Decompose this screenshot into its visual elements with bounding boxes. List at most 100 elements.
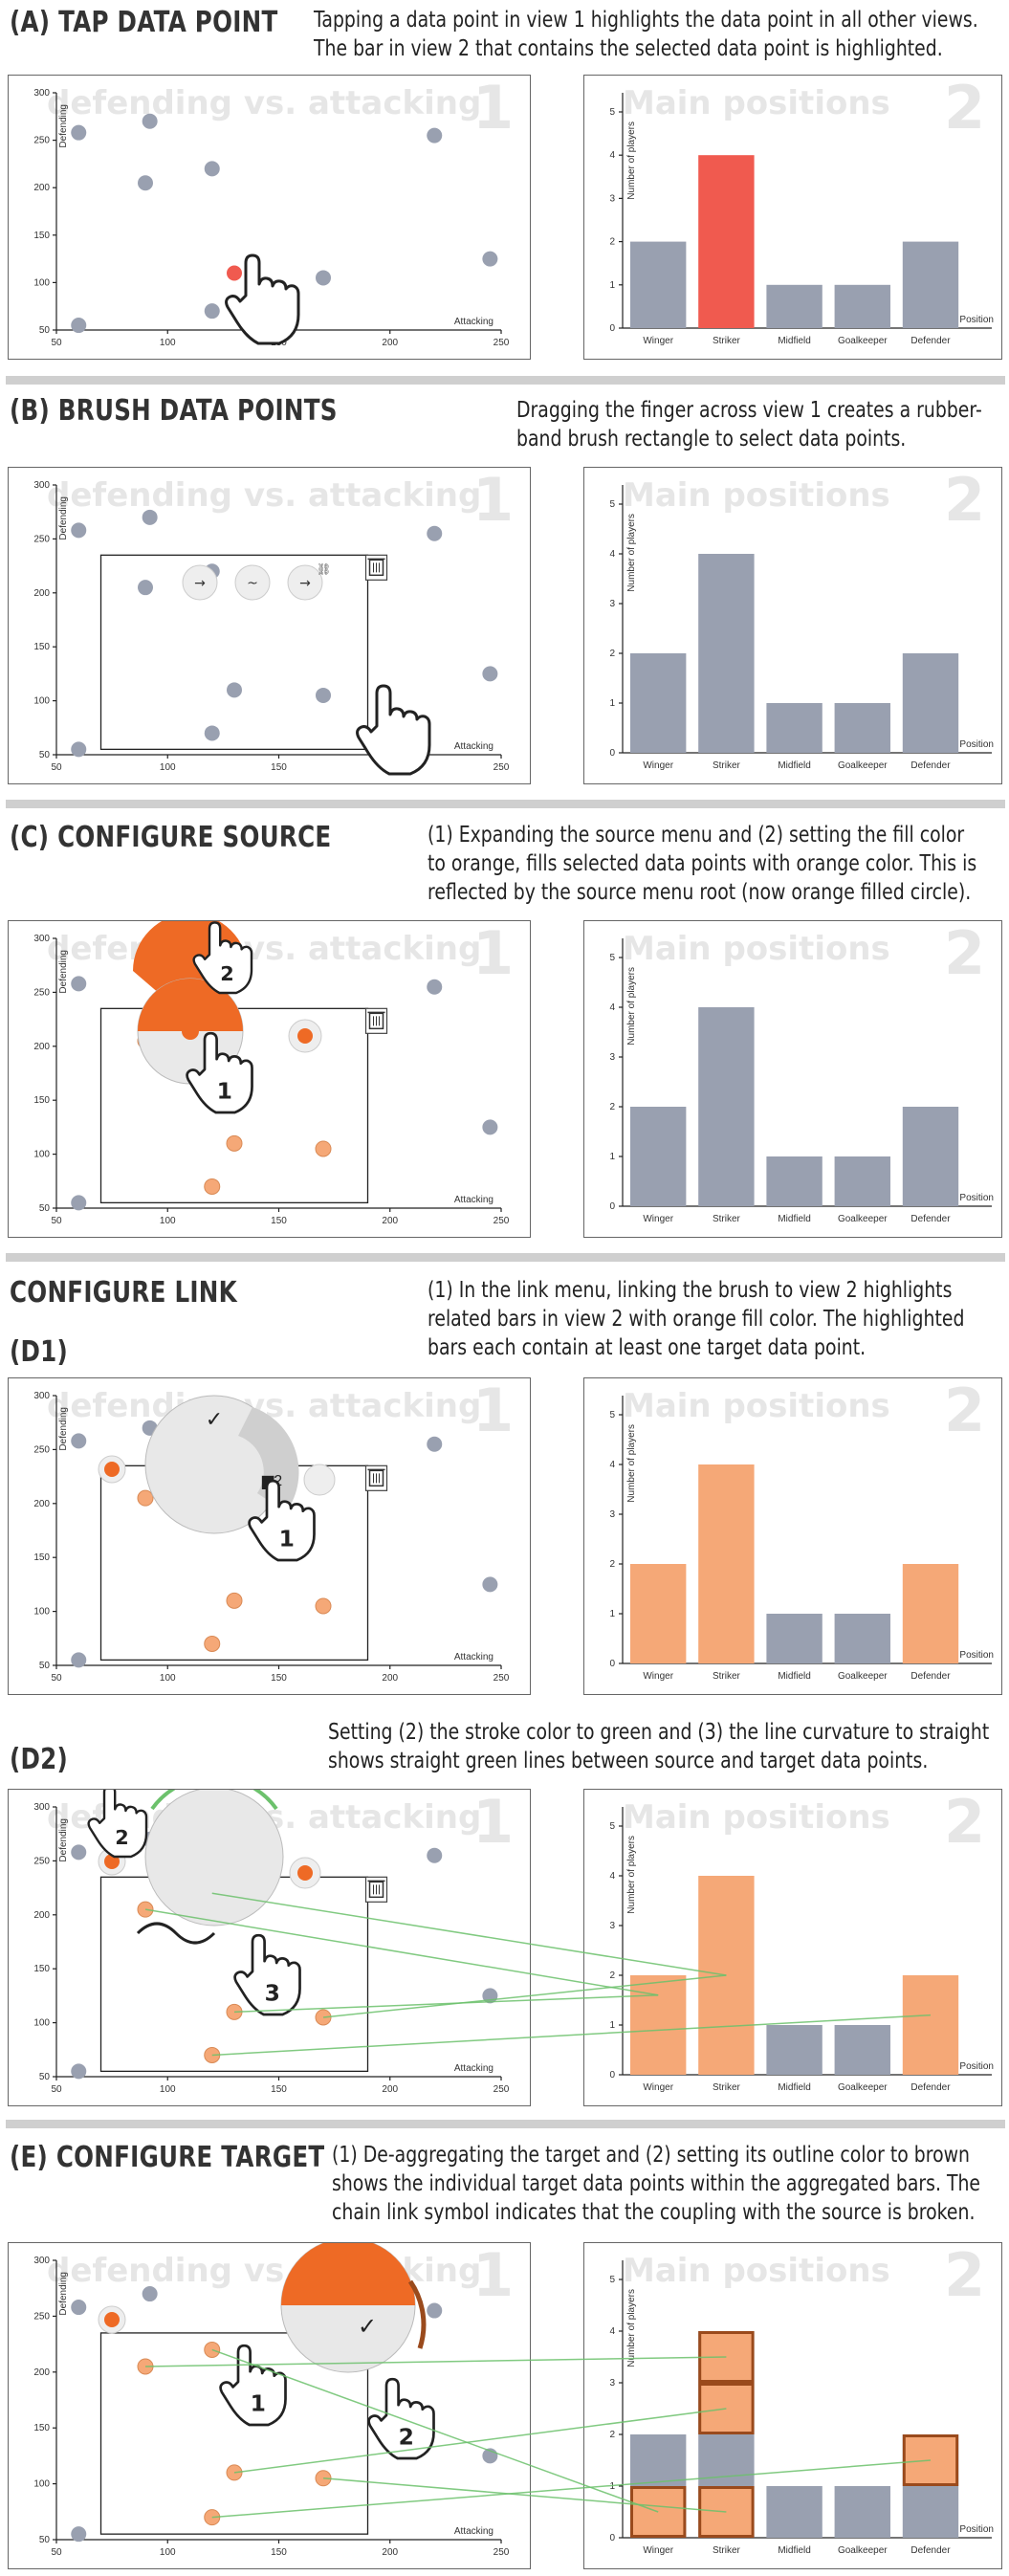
target-menu-top-sector xyxy=(281,2243,415,2305)
outline-color-ring xyxy=(407,2279,427,2349)
y-tick-label: 300 xyxy=(33,1802,50,1813)
x-axis-label: Attacking xyxy=(454,2526,494,2537)
y-tick-label: 5 xyxy=(609,499,615,510)
view1-panel[interactable]: defending vs. attacking15010015020025050… xyxy=(8,1789,531,2106)
data-point xyxy=(71,2526,87,2543)
link-menu xyxy=(234,564,271,601)
data-point xyxy=(316,687,331,703)
hand-pointer-icon: 1 xyxy=(219,2344,287,2427)
bar-defender xyxy=(902,1975,959,2075)
x-tick-label: Striker xyxy=(713,1214,741,1224)
y-tick-label: 250 xyxy=(33,987,50,998)
x-tick-label: Midfield xyxy=(778,1214,810,1224)
target-menu-glyph: → xyxy=(299,576,311,591)
y-tick-label: 250 xyxy=(33,534,50,544)
x-axis-label: Position xyxy=(959,1193,994,1203)
section-a-desc-line2: The bar in view 2 that contains the sele… xyxy=(314,36,943,61)
data-point xyxy=(427,525,443,541)
view2-panel[interactable]: Main positions 2 0 1 2 3 4 5 Number of players Po… xyxy=(583,1789,1002,2106)
target-data-point-box xyxy=(698,2486,755,2538)
x-tick-label: Defender xyxy=(910,1671,951,1682)
section-d-desc-line1: (1) In the link menu, linking the brush … xyxy=(428,1278,953,1303)
source-menu-glyph: → xyxy=(194,576,206,591)
data-point xyxy=(204,161,220,177)
y-tick-label: 4 xyxy=(609,2326,615,2337)
data-point xyxy=(142,113,158,129)
check-icon: ✓ xyxy=(206,1407,223,1431)
x-tick-label: Striker xyxy=(713,336,741,346)
data-point xyxy=(226,2464,243,2481)
view2-watermark: Main positions xyxy=(623,84,890,122)
bar-striker xyxy=(698,1007,755,1206)
view2-panel[interactable]: Main positions 2 0 1 2 3 4 5 Number of players Po… xyxy=(583,1377,1002,1695)
x-axis-label: Attacking xyxy=(454,1652,494,1662)
x-tick-label: 200 xyxy=(382,2547,398,2558)
x-tick-label: 50 xyxy=(51,2084,62,2095)
view2-number: 2 xyxy=(944,921,985,988)
view1-panel[interactable]: defending vs. attacking15010015020025050… xyxy=(8,75,531,360)
y-tick-label: 200 xyxy=(33,2367,50,2378)
y-tick-label: 0 xyxy=(609,323,615,334)
section-c-desc-line2: to orange, fills selected data points wi… xyxy=(428,851,977,876)
y-tick-label: 50 xyxy=(39,325,51,336)
y-tick-label: 2 xyxy=(609,1102,615,1112)
target-data-point-box xyxy=(902,2434,959,2486)
y-tick-label: 3 xyxy=(609,1052,615,1063)
data-point xyxy=(315,1140,332,1157)
data-point xyxy=(227,265,242,281)
x-tick-label: 50 xyxy=(51,762,62,773)
y-tick-label: 150 xyxy=(33,231,50,241)
y-axis-label: Number of players xyxy=(626,967,637,1046)
separator xyxy=(6,800,1005,808)
data-point xyxy=(204,2341,221,2358)
data-point xyxy=(315,1597,332,1615)
y-tick-label: 150 xyxy=(33,1095,50,1106)
x-tick-label: Striker xyxy=(713,1671,741,1682)
bar-winger xyxy=(630,241,687,328)
source-menu xyxy=(182,564,218,601)
view2-panel[interactable]: Main positions 2 0 1 2 3 4 5 Number of players Po… xyxy=(583,2242,1002,2569)
y-tick-label: 100 xyxy=(33,1607,50,1618)
x-tick-label: 200 xyxy=(382,2084,398,2095)
hand-step-number: 1 xyxy=(217,1078,232,1105)
view1-watermark: defending vs. attacking xyxy=(47,476,481,515)
target-data-point-box xyxy=(630,2486,687,2538)
data-point xyxy=(142,2286,158,2302)
x-tick-label: Winger xyxy=(643,2082,673,2093)
data-point xyxy=(427,1847,443,1863)
y-tick-label: 300 xyxy=(33,1391,50,1401)
x-tick-label: Winger xyxy=(643,1214,673,1224)
target-menu-root xyxy=(297,1028,313,1044)
data-point xyxy=(427,1436,443,1452)
target-menu xyxy=(303,1464,336,1496)
bar-midfield xyxy=(766,1156,823,1206)
y-tick-label: 50 xyxy=(39,750,51,760)
bar-defender xyxy=(902,1107,959,1206)
x-tick-label: 150 xyxy=(271,762,287,773)
bar-defender xyxy=(902,1564,959,1663)
view2-panel[interactable]: Main positions 2 0 1 2 3 4 5 Number of players Po… xyxy=(583,75,1002,360)
y-tick-label: 100 xyxy=(33,277,50,288)
view1-panel[interactable]: defending vs. attacking15010015020025050… xyxy=(8,467,531,784)
data-point xyxy=(482,251,498,267)
data-point xyxy=(204,1178,221,1195)
section-d-title: CONFIGURE LINK xyxy=(10,1276,237,1310)
section-d2-label: (D2) xyxy=(10,1743,69,1776)
x-tick-label: 150 xyxy=(271,1216,287,1226)
view1-number: 1 xyxy=(472,1378,514,1445)
y-tick-label: 1 xyxy=(609,1609,615,1619)
section-b-title: (B) BRUSH DATA POINTS xyxy=(10,394,338,428)
x-tick-label: Defender xyxy=(910,2082,951,2093)
section-c-desc-line3: reflected by the source menu root (now o… xyxy=(428,880,972,905)
y-axis-label: Defending xyxy=(58,2272,69,2316)
view2-watermark: Main positions xyxy=(623,2252,890,2290)
data-point xyxy=(71,522,87,539)
section-a-title: (A) TAP DATA POINT xyxy=(10,6,278,39)
view2-panel[interactable]: Main positions 2 0 1 2 3 4 5 Number of players Po… xyxy=(583,467,1002,784)
y-tick-label: 5 xyxy=(609,107,615,118)
view2-panel[interactable]: Main positions 2 0 1 2 3 4 5 Number of players Po… xyxy=(583,920,1002,1238)
link-menu-sector xyxy=(238,1407,299,1512)
